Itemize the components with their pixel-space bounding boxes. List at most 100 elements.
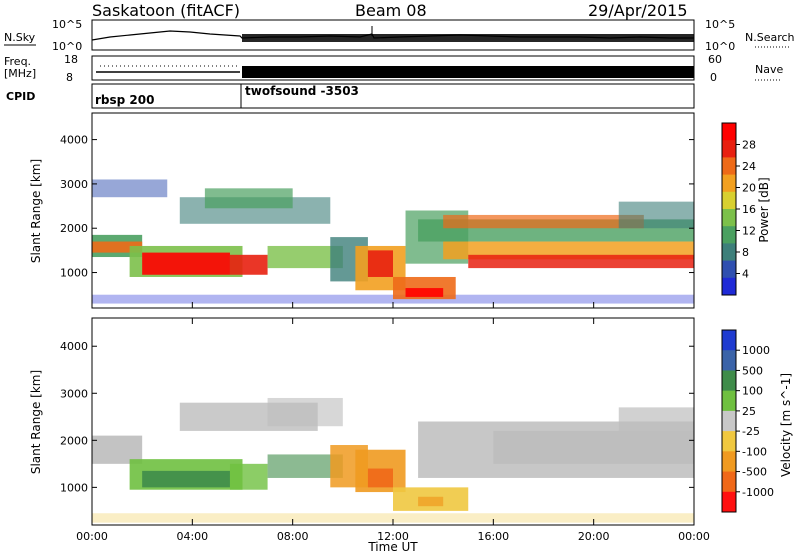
xtick-2: 08:00 xyxy=(277,530,309,543)
velocity-colorbar: 1000 500 100 25 -25 -100 -500 -1000 xyxy=(721,329,774,513)
velocity-colorbar-step xyxy=(722,491,736,513)
cpid-mode-rbsp: rbsp 200 xyxy=(95,93,154,107)
velocity-colorbar-step xyxy=(722,350,736,371)
velocity-colorbar-label: Velocity [m s^-1] xyxy=(779,373,793,477)
beam-label: Beam 08 xyxy=(355,1,427,20)
xtick-3: 12:00 xyxy=(377,530,409,543)
power-colorbar-step xyxy=(722,140,736,158)
power-ytick-3: 4000 xyxy=(60,134,88,147)
power-scatter-region xyxy=(92,241,143,253)
freq-label-2: [MHz] xyxy=(4,67,36,80)
xtick-6: 00:00 xyxy=(678,530,710,543)
freq-left-bottom-tick: 8 xyxy=(66,71,73,84)
power-colorbar-step xyxy=(722,277,736,296)
velocity-colorbar-tick-2: 100 xyxy=(742,385,763,398)
velocity-scatter-region xyxy=(418,496,444,507)
power-colorbar: 4 8 12 16 20 24 28 xyxy=(721,122,756,296)
velocity-data xyxy=(92,397,694,523)
velocity-colorbar-step xyxy=(722,390,736,412)
freq-panel: Freq. [MHz] 18 8 60 0 Nave xyxy=(4,53,783,84)
power-ylabel: Slant Range [km] xyxy=(29,159,43,263)
noise-right-bottom-tick: 10^0 xyxy=(705,40,735,53)
velocity-scatter-region xyxy=(367,468,393,488)
velocity-scatter-region xyxy=(92,513,694,523)
power-colorbar-tick-6: 28 xyxy=(742,139,756,152)
power-panel: 1000 2000 3000 4000 Slant Range [km] 4 8 12 16… xyxy=(29,112,771,309)
freq-right-bottom-tick: 0 xyxy=(710,71,717,84)
power-colorbar-tick-2: 12 xyxy=(742,225,756,238)
velocity-colorbar-tick-4: -25 xyxy=(742,425,760,438)
noise-panel: N.Sky 10^5 10^0 10^5 10^0 N.Search xyxy=(4,18,795,53)
power-scatter-region xyxy=(443,214,644,229)
velocity-scatter-region xyxy=(267,397,343,427)
velocity-scatter-region xyxy=(229,463,268,490)
xtick-4: 16:00 xyxy=(477,530,509,543)
power-scatter-region xyxy=(618,201,694,229)
power-colorbar-step xyxy=(722,226,736,244)
power-data xyxy=(92,179,694,304)
velocity-colorbar-step xyxy=(722,471,736,493)
power-scatter-region xyxy=(92,294,694,304)
velocity-ytick-3: 4000 xyxy=(60,340,88,353)
velocity-scatter-region xyxy=(618,407,694,436)
velocity-colorbar-tick-3: 25 xyxy=(742,405,756,418)
power-colorbar-tick-1: 8 xyxy=(742,246,749,259)
nsky-label: N.Sky xyxy=(4,31,36,44)
velocity-scatter-region xyxy=(267,454,343,478)
velocity-colorbar-tick-0: 1000 xyxy=(742,344,770,357)
power-colorbar-tick-5: 24 xyxy=(742,160,756,173)
power-colorbar-label: Power [dB] xyxy=(757,177,771,242)
power-colorbar-step xyxy=(722,191,736,210)
velocity-ytick-0: 1000 xyxy=(60,481,88,494)
power-colorbar-tick-4: 20 xyxy=(742,182,756,195)
velocity-ylabel: Slant Range [km] xyxy=(29,370,43,474)
noise-right-top-tick: 10^5 xyxy=(705,18,735,31)
cpid-label: CPID xyxy=(6,90,35,103)
power-scatter-region xyxy=(267,245,343,269)
power-ytick-1: 2000 xyxy=(60,222,88,235)
xtick-5: 20:00 xyxy=(578,530,610,543)
freq-fill-twofsound xyxy=(242,66,694,78)
power-scatter-region xyxy=(204,188,293,209)
power-colorbar-step xyxy=(722,260,736,279)
velocity-colorbar-tick-5: -100 xyxy=(742,445,767,458)
power-colorbar-tick-0: 4 xyxy=(742,268,749,281)
power-scatter-region xyxy=(92,179,168,198)
power-colorbar-step xyxy=(722,174,736,193)
velocity-colorbar-tick-1: 500 xyxy=(742,364,763,377)
power-scatter-region xyxy=(367,250,393,277)
velocity-colorbar-step xyxy=(722,370,736,392)
velocity-colorbar-tick-6: -500 xyxy=(742,466,767,479)
freq-left-top-tick: 18 xyxy=(64,53,78,66)
nave-label: Nave xyxy=(755,63,783,76)
power-colorbar-step xyxy=(722,209,736,227)
power-colorbar-step xyxy=(722,157,736,176)
velocity-scatter-region xyxy=(493,430,694,464)
velocity-panel: 1000 2000 3000 4000 00:00 04:00 08:00 12:00 16:… xyxy=(29,302,793,554)
power-colorbar-step xyxy=(722,123,736,141)
velocity-colorbar-step xyxy=(722,431,736,452)
velocity-colorbar-tick-7: -1000 xyxy=(742,486,774,499)
power-colorbar-step xyxy=(722,243,736,262)
power-ytick-2: 3000 xyxy=(60,178,88,191)
power-colorbar-tick-3: 16 xyxy=(742,203,756,216)
velocity-ytick-1: 2000 xyxy=(60,434,88,447)
power-scatter-region xyxy=(405,288,444,297)
xtick-1: 04:00 xyxy=(176,530,208,543)
velocity-colorbar-step xyxy=(722,410,736,432)
velocity-colorbar-step xyxy=(722,330,736,351)
velocity-scatter-region xyxy=(142,470,230,488)
cpid-panel: CPID rbsp 200 twofsound -3503 xyxy=(6,83,695,109)
power-scatter-region xyxy=(142,252,230,275)
velocity-colorbar-step xyxy=(722,451,736,473)
xtick-0: 00:00 xyxy=(76,530,108,543)
noise-left-bottom-tick: 10^0 xyxy=(52,40,82,53)
plot-title: Saskatoon (fitACF) xyxy=(92,1,240,20)
power-scatter-region xyxy=(468,254,694,269)
power-ytick-0: 1000 xyxy=(60,267,88,280)
cpid-mode-twofsound: twofsound -3503 xyxy=(245,84,359,98)
power-scatter-region xyxy=(229,254,268,275)
velocity-ytick-2: 3000 xyxy=(60,387,88,400)
noise-left-top-tick: 10^5 xyxy=(52,18,82,31)
